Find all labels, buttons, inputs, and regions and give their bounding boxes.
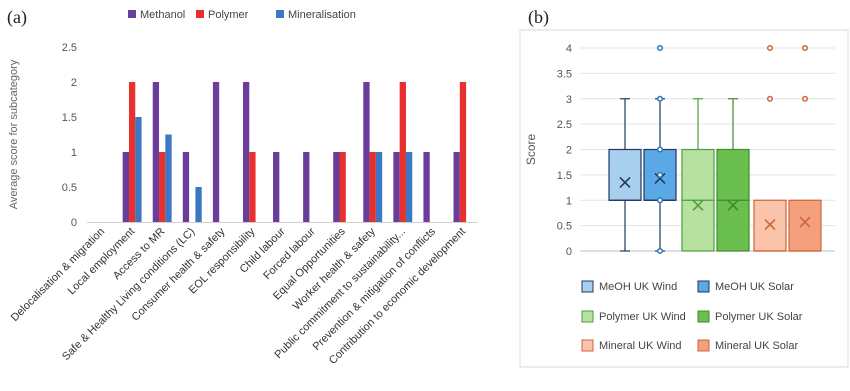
y-tick-b: 0.5 <box>557 221 572 233</box>
bar-polymer-5 <box>249 152 256 222</box>
boxes-b <box>608 44 822 255</box>
box-body <box>608 148 642 201</box>
panel-a-bar-chart: (a) Methanol Polymer Mineralisation Averag… <box>7 7 478 367</box>
bar-methanol-11 <box>423 152 430 222</box>
y-axis-ticks-b: 0 0.5 1 1.5 2 2.5 3 3.5 4 <box>557 43 572 258</box>
box-body <box>753 199 787 252</box>
outlier-point <box>656 44 664 52</box>
bar-polymer-2 <box>159 152 166 222</box>
outlier-point <box>766 44 774 52</box>
y-tick-a: 1.5 <box>62 112 77 124</box>
panel-label-a: (a) <box>7 7 27 28</box>
y-tick-a: 2.5 <box>62 42 77 54</box>
y-tick-a: 0.5 <box>62 182 77 194</box>
legend-b: MeOH UK Wind MeOH UK Solar Polymer UK Wind… <box>581 280 803 352</box>
bars-a <box>87 82 478 223</box>
y-tick-b: 0 <box>566 246 572 258</box>
y-tick-b: 1.5 <box>557 170 572 182</box>
y-axis-ticks-a: 0 0.5 1 1.5 2 2.5 <box>62 42 77 229</box>
bar-methanol-5 <box>242 82 250 222</box>
y-tick-a: 1 <box>71 147 77 159</box>
bar-methanol-7 <box>303 152 310 222</box>
data-point <box>656 146 664 153</box>
box-mineral-uk-wind <box>753 44 787 252</box>
outlier-point <box>801 44 809 52</box>
legend-label-mineral-uk-wind: Mineral UK Wind <box>599 340 682 352</box>
bar-methanol-8 <box>333 152 340 222</box>
bar-methanol-4 <box>212 82 220 222</box>
bar-methanol-1 <box>122 152 129 222</box>
bar-polymer-9 <box>369 152 376 222</box>
y-tick-b: 2.5 <box>557 119 572 131</box>
bar-methanol-6 <box>273 152 280 222</box>
panel-b-frame <box>519 29 849 368</box>
box-meoh-uk-wind <box>608 98 642 252</box>
bar-mineralisation-3 <box>195 187 202 222</box>
y-tick-b: 4 <box>566 43 572 55</box>
bar-methanol-9 <box>363 82 370 222</box>
legend-label-polymer-uk-wind: Polymer UK Wind <box>599 311 686 323</box>
legend-swatch-meoh-uk-solar <box>697 280 710 293</box>
outlier-point <box>801 95 809 102</box>
legend-swatch-meoh-uk-wind <box>581 280 594 293</box>
bar-methanol-3 <box>182 152 190 222</box>
box-polymer-uk-solar <box>716 98 750 252</box>
mean-marker <box>799 216 811 228</box>
bar-polymer-1 <box>128 82 136 222</box>
bar-polymer-8 <box>339 152 346 222</box>
legend-swatch-mineralisation <box>276 10 284 18</box>
bar-methanol-10 <box>393 152 400 222</box>
legend-label-meoh-uk-wind: MeOH UK Wind <box>599 281 677 293</box>
mean-marker <box>619 176 631 189</box>
mean-marker <box>764 219 776 231</box>
mean-marker <box>654 172 666 184</box>
y-tick-b: 1 <box>566 195 572 207</box>
bar-mineralisation-1 <box>135 117 142 222</box>
panel-b-box-plot: (b) Score 0 0.5 1 1.5 2 2.5 3 3.5 4 MeOH UK Wind… <box>519 7 849 368</box>
box-mineral-uk-solar <box>788 44 822 252</box>
legend-swatch-methanol <box>128 10 136 18</box>
box-body <box>788 199 822 252</box>
bar-polymer-12 <box>459 82 467 222</box>
legend-label-polymer: Polymer <box>208 9 249 21</box>
bar-mineralisation-10 <box>405 152 413 222</box>
legend-swatch-polymer-uk-wind <box>581 310 594 323</box>
bar-mineralisation-9 <box>375 152 383 222</box>
box-polymer-uk-wind <box>681 98 715 252</box>
y-tick-b: 3.5 <box>557 68 572 80</box>
legend-label-meoh-uk-solar: MeOH UK Solar <box>715 281 794 293</box>
y-axis-title-b: Score <box>524 134 538 166</box>
bar-polymer-10 <box>399 82 406 222</box>
legend-label-mineral-uk-solar: Mineral UK Solar <box>715 340 798 352</box>
panel-label-b: (b) <box>528 7 549 28</box>
data-point <box>656 95 664 102</box>
mean-marker <box>727 199 739 211</box>
y-tick-a: 0 <box>71 217 77 229</box>
legend-label-mineralisation: Mineralisation <box>288 9 356 21</box>
box-meoh-uk-solar <box>643 44 677 255</box>
legend-swatch-polymer-uk-solar <box>697 310 710 323</box>
legend-swatch-mineral-uk-wind <box>581 339 594 352</box>
outlier-point <box>766 95 774 102</box>
bar-mineralisation-2 <box>165 134 172 222</box>
mean-marker <box>692 199 704 211</box>
legend-swatch-polymer <box>196 10 204 18</box>
data-point <box>656 197 664 204</box>
legend-label-methanol: Methanol <box>140 9 185 21</box>
y-tick-a: 2 <box>71 77 77 89</box>
y-tick-b: 2 <box>566 145 572 157</box>
y-tick-b: 3 <box>566 94 572 106</box>
data-point <box>656 247 664 255</box>
bar-methanol-2 <box>152 82 160 222</box>
y-axis-title-a: Average score for subcategory <box>8 59 20 209</box>
data-point <box>656 171 664 178</box>
legend-label-polymer-uk-solar: Polymer UK Solar <box>715 311 803 323</box>
bar-methanol-12 <box>453 152 460 222</box>
legend-a: Methanol Polymer Mineralisation <box>128 9 356 21</box>
legend-swatch-mineral-uk-solar <box>697 339 710 352</box>
